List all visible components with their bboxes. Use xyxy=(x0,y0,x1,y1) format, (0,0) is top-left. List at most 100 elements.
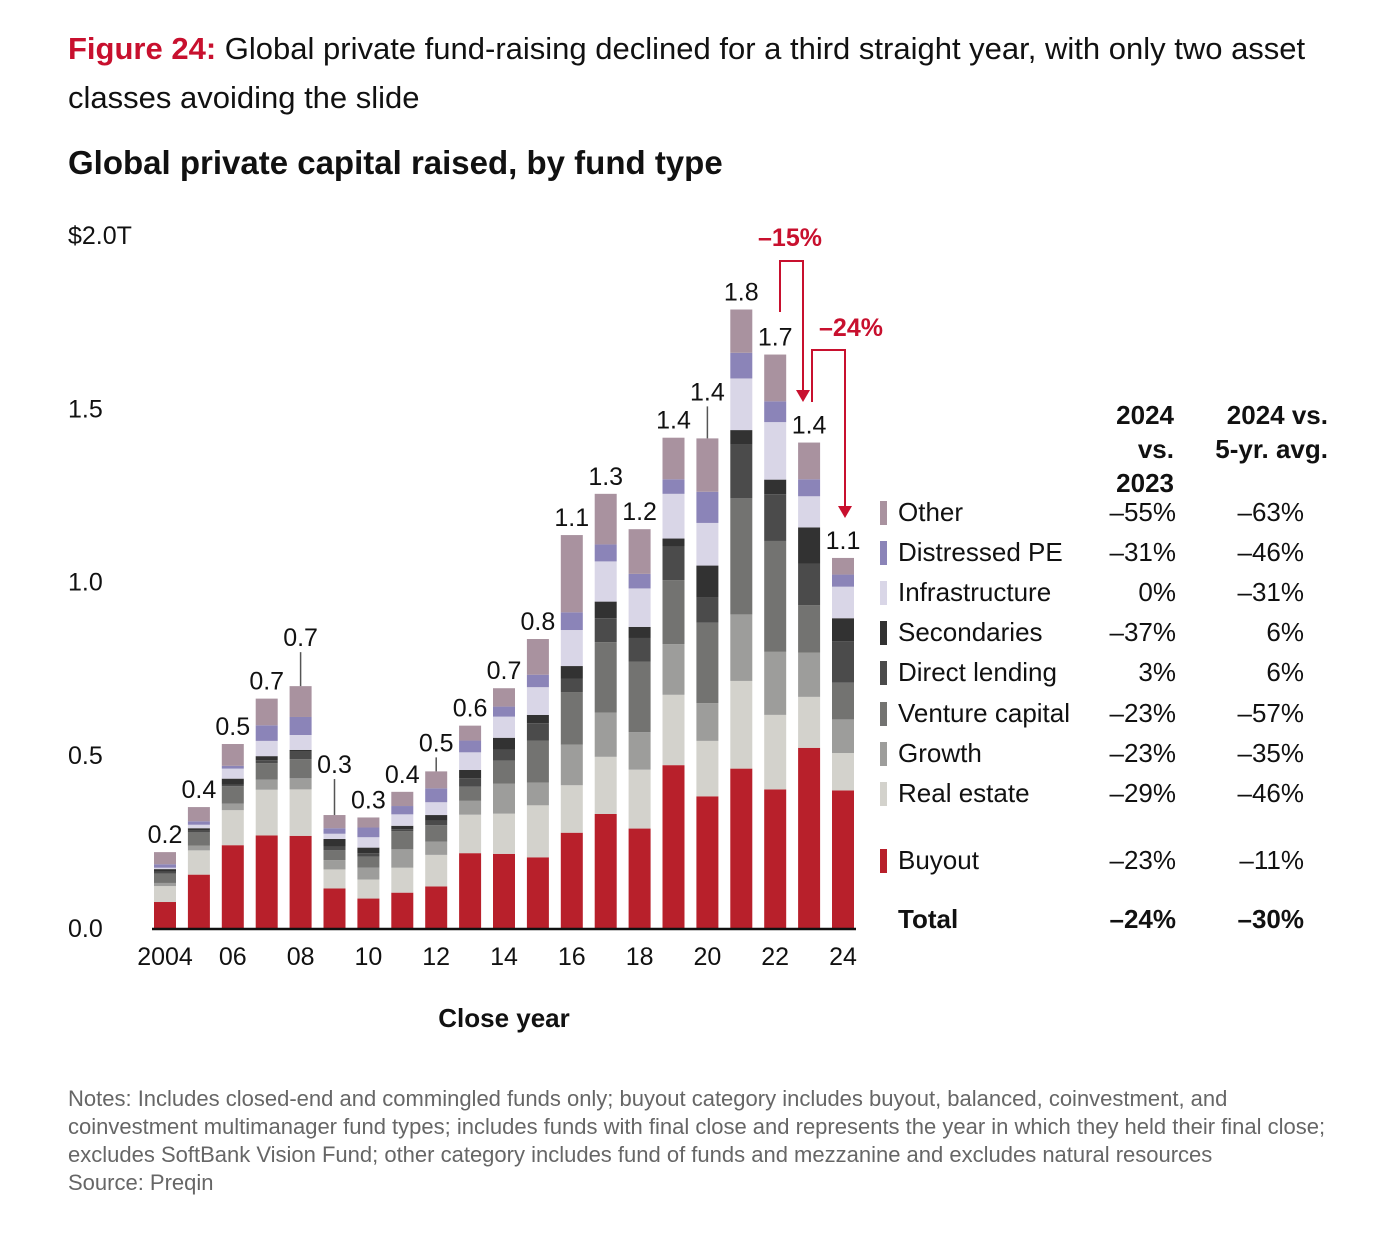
legend-row-venture-capital: Venture capital –23% –57% xyxy=(878,698,1308,730)
bar-segment-direct-lending xyxy=(798,563,821,606)
legend-label: Secondaries xyxy=(898,617,1043,647)
bar-segment-secondaries xyxy=(221,778,244,785)
bar-segment-real-estate xyxy=(832,753,854,791)
bar-segment-venture-capital xyxy=(425,825,448,842)
bar-total-label: 0.3 xyxy=(317,751,352,779)
bar-segment-distressed-pe xyxy=(323,828,346,834)
bar-total-label: 1.3 xyxy=(588,463,623,491)
bar-segment-real-estate xyxy=(357,879,380,899)
bar-segment-infrastructure xyxy=(357,837,380,848)
bar-segment-infrastructure xyxy=(391,814,414,826)
bar-segment-real-estate xyxy=(594,756,617,815)
bar-segment-real-estate xyxy=(798,696,821,748)
bar-segment-venture-capital xyxy=(764,540,787,652)
bar-segment-buyout xyxy=(493,853,515,928)
bar-segment-direct-lending xyxy=(832,641,854,683)
bar-total-label: 1.1 xyxy=(826,527,861,555)
legend-value-vs-5yr: 6% xyxy=(1266,617,1304,647)
bar-segment-growth xyxy=(526,782,549,806)
bar-segment-infrastructure xyxy=(594,561,617,602)
bar-segment-secondaries xyxy=(459,769,482,779)
bar-segment-secondaries xyxy=(425,815,448,821)
legend-value-vs-2023: –23% xyxy=(1109,738,1177,768)
annotation-label-5yr: –24% xyxy=(819,314,883,342)
bar-segment-buyout xyxy=(798,747,821,928)
bar-segment-real-estate xyxy=(696,740,719,797)
header-line: 5-yr. avg. xyxy=(1215,434,1328,464)
bar-segment-growth xyxy=(357,867,380,880)
y-tick-label: $2.0T xyxy=(68,222,132,250)
legend-label: Buyout xyxy=(898,845,979,875)
legend-label: Growth xyxy=(898,738,982,768)
legend-label: Infrastructure xyxy=(898,577,1052,607)
legend-row-total: Total –24% –30% xyxy=(878,904,1308,936)
bar-segment-direct-lending xyxy=(730,444,753,499)
bar-segment-other xyxy=(560,535,583,613)
bar-segment-growth xyxy=(221,803,244,811)
notes: Notes: Includes closed-end and commingle… xyxy=(68,1085,1338,1197)
bar-segment-secondaries xyxy=(255,756,278,761)
annotation-label-yoy: –15% xyxy=(758,224,822,252)
bar-segment-infrastructure xyxy=(425,802,448,816)
bar-segment-other xyxy=(357,817,380,828)
legend-header-vs-5yr: 2024 vs. 5-yr. avg. xyxy=(1188,398,1328,466)
bar-segment-infrastructure xyxy=(255,740,278,757)
chart-title: Global private capital raised, by fund t… xyxy=(68,144,723,181)
legend-value-vs-5yr: –30% xyxy=(1237,904,1305,934)
bar-segment-distressed-pe xyxy=(560,612,583,631)
bar-total-label: 1.4 xyxy=(656,407,691,435)
bar-segment-buyout xyxy=(560,832,583,928)
legend-swatch xyxy=(880,782,887,806)
legend-value-vs-2023: –55% xyxy=(1109,497,1177,527)
bar-segment-venture-capital xyxy=(730,498,753,615)
bar-segment-direct-lending xyxy=(764,494,787,541)
bar-segment-other xyxy=(323,815,346,829)
bar-segment-growth xyxy=(696,703,719,741)
bar-segment-secondaries xyxy=(323,838,346,847)
bar-segment-distressed-pe xyxy=(493,706,515,717)
bar-segment-real-estate xyxy=(154,886,176,903)
bar-segment-infrastructure xyxy=(764,422,787,480)
bar-segment-growth xyxy=(323,860,346,870)
bar-segment-distressed-pe xyxy=(154,864,176,868)
bar-total-label: 0.3 xyxy=(351,786,386,814)
legend-value-vs-2023: –23% xyxy=(1109,698,1177,728)
legend-row-secondaries: Secondaries –37% 6% xyxy=(878,617,1308,649)
legend-row-direct-lending: Direct lending 3% 6% xyxy=(878,657,1308,689)
bar-segment-secondaries xyxy=(187,828,210,831)
bar-segment-distressed-pe xyxy=(187,821,210,825)
legend-swatch xyxy=(880,581,887,605)
bar-segment-infrastructure xyxy=(696,522,719,566)
bar-segment-distressed-pe xyxy=(594,544,617,562)
legend-value-vs-2023: –23% xyxy=(1109,845,1177,875)
bar-segment-buyout xyxy=(696,796,719,928)
bar-segment-other xyxy=(764,354,787,402)
figure-title: Figure 24: Global private fund-raising d… xyxy=(68,24,1358,122)
bar-segment-growth xyxy=(289,778,312,790)
bar-segment-direct-lending xyxy=(187,830,210,833)
legend-value-vs-2023: 3% xyxy=(1138,657,1176,687)
bar-total-label: 0.6 xyxy=(453,695,488,723)
legend-header-vs-2023: 2024 vs. 2023 xyxy=(1074,398,1174,500)
bar-segment-buyout xyxy=(187,874,210,928)
legend-label: Direct lending xyxy=(898,657,1057,687)
bar-segment-buyout xyxy=(832,790,854,928)
bar-segment-buyout xyxy=(289,835,312,928)
bar-segment-secondaries xyxy=(357,847,380,854)
bar-segment-real-estate xyxy=(493,813,515,854)
x-tick-label: 06 xyxy=(219,943,247,971)
x-tick-label: 10 xyxy=(354,943,382,971)
legend-label: Venture capital xyxy=(898,698,1071,728)
x-tick-label: 24 xyxy=(829,943,857,971)
bar-segment-secondaries xyxy=(526,714,549,724)
legend-label: Total xyxy=(898,904,959,934)
bar-segment-direct-lending xyxy=(289,751,312,760)
header-line: 2024 vs. xyxy=(1226,400,1328,430)
bar-segment-venture-capital xyxy=(526,740,549,783)
legend-swatch xyxy=(880,849,887,873)
bar-segment-real-estate xyxy=(425,854,448,887)
legend-value-vs-5yr: –46% xyxy=(1237,778,1305,808)
bar-segment-growth xyxy=(832,719,854,754)
bar-segment-infrastructure xyxy=(493,716,515,738)
bar-segment-real-estate xyxy=(662,694,685,766)
